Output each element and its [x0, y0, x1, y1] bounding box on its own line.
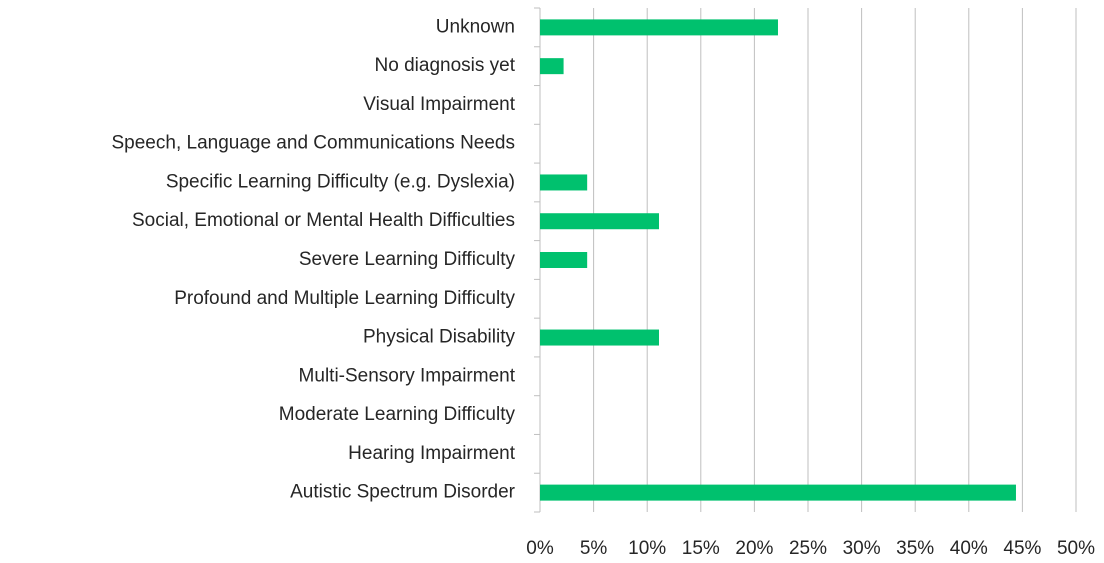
x-tick-label: 0% [526, 538, 554, 559]
y-tick-label: Autistic Spectrum Disorder [290, 482, 516, 503]
x-tick-label: 45% [1003, 538, 1041, 559]
x-tick-label: 30% [843, 538, 881, 559]
y-tick-label: Specific Learning Difficulty (e.g. Dysle… [166, 171, 515, 192]
y-tick-label: Social, Emotional or Mental Health Diffi… [132, 210, 515, 231]
y-tick-label: Unknown [436, 16, 515, 37]
y-tick-label: Hearing Impairment [348, 443, 516, 464]
y-tick-label: Multi-Sensory Impairment [299, 365, 516, 386]
x-tick-label: 50% [1057, 538, 1095, 559]
bar [540, 58, 564, 75]
y-tick-label: Severe Learning Difficulty [299, 249, 516, 270]
y-tick-label: Physical Disability [363, 327, 516, 348]
bar [540, 19, 778, 36]
y-tick-label: Speech, Language and Communications Need… [112, 133, 516, 154]
x-tick-label: 10% [628, 538, 666, 559]
x-tick-label: 5% [580, 538, 608, 559]
bar [540, 252, 588, 268]
x-tick-label: 35% [896, 538, 934, 559]
bar [540, 213, 659, 230]
y-tick-label: Visual Impairment [363, 94, 515, 115]
bar [540, 329, 659, 346]
x-tick-label: 20% [735, 538, 773, 559]
y-tick-label: Moderate Learning Difficulty [279, 404, 516, 425]
x-tick-label: 40% [950, 538, 988, 559]
x-tick-label: 25% [789, 538, 827, 559]
bar [540, 174, 588, 191]
y-tick-label: Profound and Multiple Learning Difficult… [174, 288, 515, 309]
x-tick-label: 15% [682, 538, 720, 559]
bar [540, 484, 1016, 501]
y-tick-label: No diagnosis yet [375, 55, 516, 76]
